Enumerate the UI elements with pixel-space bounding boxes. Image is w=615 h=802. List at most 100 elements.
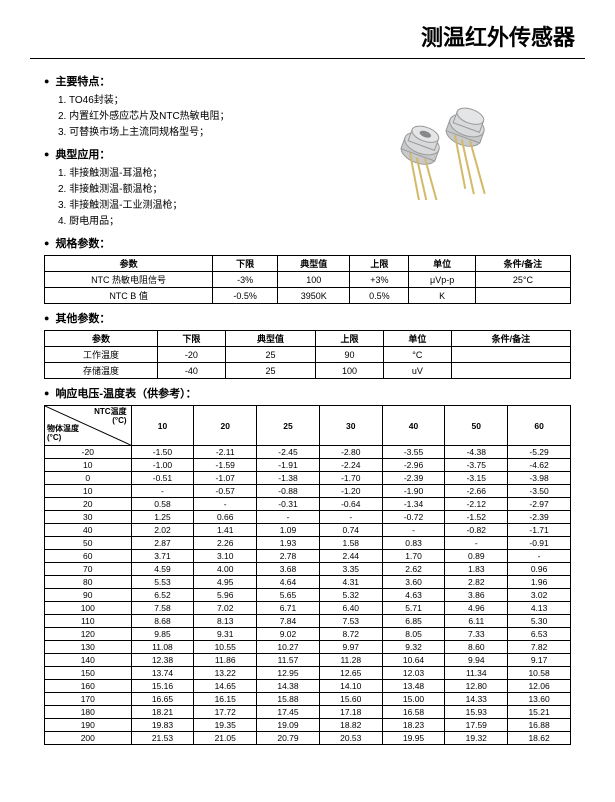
voltage-cell: 4.13	[508, 602, 571, 615]
voltage-cell: -	[319, 511, 382, 524]
ntc-temp-col: 50	[445, 406, 508, 446]
page: 测温红外传感器	[0, 0, 615, 771]
table-row: 402.021.411.090.74--0.82-1.71	[45, 524, 571, 537]
voltage-cell: 9.94	[445, 654, 508, 667]
voltage-cell: 2.87	[131, 537, 194, 550]
table-row: 19019.8319.3519.0918.8218.2317.5916.88	[45, 719, 571, 732]
table-row: 10--0.57-0.88-1.20-1.90-2.66-3.50	[45, 485, 571, 498]
voltage-cell: -0.57	[194, 485, 257, 498]
table-header: 单位	[383, 331, 451, 347]
table-cell: 100	[278, 272, 350, 288]
table-row: 906.525.965.655.324.633.863.02	[45, 589, 571, 602]
table-cell: 0.5%	[350, 288, 409, 304]
voltage-cell: -1.52	[445, 511, 508, 524]
voltage-cell: 4.64	[257, 576, 320, 589]
table-row: 20021.5321.0520.7920.5319.9519.3218.62	[45, 732, 571, 745]
voltage-cell: -2.12	[445, 498, 508, 511]
obj-temp-cell: 80	[45, 576, 132, 589]
voltage-cell: -1.50	[131, 446, 194, 459]
list-item: 3. 非接触测温-工业测温枪；	[58, 198, 585, 213]
obj-temp-cell: 40	[45, 524, 132, 537]
voltage-cell: -1.20	[319, 485, 382, 498]
table-cell: -3%	[213, 272, 278, 288]
voltage-cell: 15.16	[131, 680, 194, 693]
table-header: 下限	[157, 331, 225, 347]
voltage-cell: 0.58	[131, 498, 194, 511]
voltage-cell: 19.32	[445, 732, 508, 745]
voltage-cell: -2.39	[382, 472, 445, 485]
table-row: 1108.688.137.847.536.856.115.30	[45, 615, 571, 628]
voltage-cell: -1.91	[257, 459, 320, 472]
voltage-cell: 16.15	[194, 693, 257, 706]
voltage-cell: -1.70	[319, 472, 382, 485]
obj-temp-cell: 60	[45, 550, 132, 563]
voltage-cell: 1.41	[194, 524, 257, 537]
voltage-cell: 1.93	[257, 537, 320, 550]
voltage-cell: 15.88	[257, 693, 320, 706]
table-header: 典型值	[278, 256, 350, 272]
voltage-cell: 2.02	[131, 524, 194, 537]
voltage-cell: 11.57	[257, 654, 320, 667]
voltage-cell: -	[257, 511, 320, 524]
voltage-cell: 10.27	[257, 641, 320, 654]
obj-temp-cell: 150	[45, 667, 132, 680]
voltage-cell: -0.82	[445, 524, 508, 537]
table-row: 1007.587.026.716.405.714.964.13	[45, 602, 571, 615]
obj-temp-cell: 100	[45, 602, 132, 615]
obj-temp-cell: 200	[45, 732, 132, 745]
obj-temp-cell: 110	[45, 615, 132, 628]
table-row: NTC B 值-0.5%3950K0.5%K	[45, 288, 571, 304]
table-row: -20-1.50-2.11-2.45-2.80-3.55-4.38-5.29	[45, 446, 571, 459]
table-row: 工作温度-202590°C	[45, 347, 571, 363]
voltage-cell: 12.95	[257, 667, 320, 680]
voltage-cell: -3.75	[445, 459, 508, 472]
voltage-cell: 12.06	[508, 680, 571, 693]
table-row: 805.534.954.644.313.602.821.96	[45, 576, 571, 589]
voltage-cell: 2.44	[319, 550, 382, 563]
table-row: 16015.1614.6514.3814.1013.4812.8012.06	[45, 680, 571, 693]
table-row: 14012.3811.8611.5711.2810.649.949.17	[45, 654, 571, 667]
voltage-cell: 7.33	[445, 628, 508, 641]
list-item: 4. 厨电用品；	[58, 214, 585, 229]
table-header: 参数	[45, 331, 158, 347]
voltage-cell: 1.83	[445, 563, 508, 576]
voltage-cell: -	[194, 498, 257, 511]
obj-temp-cell: 10	[45, 459, 132, 472]
voltage-cell: -2.39	[508, 511, 571, 524]
voltage-heading: 响应电压-温度表（供参考）：	[44, 385, 585, 401]
ntc-temp-col: 30	[319, 406, 382, 446]
voltage-cell: -2.66	[445, 485, 508, 498]
voltage-diag-header: NTC温度(°C)物体温度(°C)	[45, 406, 132, 446]
voltage-cell: 9.17	[508, 654, 571, 667]
voltage-cell: 9.32	[382, 641, 445, 654]
table-cell: -0.5%	[213, 288, 278, 304]
table-header: 参数	[45, 256, 213, 272]
voltage-cell: 10.64	[382, 654, 445, 667]
voltage-cell: -4.62	[508, 459, 571, 472]
obj-temp-cell: 130	[45, 641, 132, 654]
voltage-cell: 8.05	[382, 628, 445, 641]
voltage-cell: 18.23	[382, 719, 445, 732]
voltage-cell: 4.63	[382, 589, 445, 602]
obj-temp-cell: 50	[45, 537, 132, 550]
voltage-cell: 0.83	[382, 537, 445, 550]
table-row: 301.250.66---0.72-1.52-2.39	[45, 511, 571, 524]
table-row: 704.594.003.683.352.621.830.96	[45, 563, 571, 576]
voltage-cell: 16.58	[382, 706, 445, 719]
voltage-cell: -0.64	[319, 498, 382, 511]
voltage-cell: 6.71	[257, 602, 320, 615]
voltage-cell: -	[382, 524, 445, 537]
obj-temp-cell: 180	[45, 706, 132, 719]
voltage-cell: -	[508, 550, 571, 563]
table-header: 条件/备注	[451, 331, 570, 347]
voltage-cell: 9.02	[257, 628, 320, 641]
obj-temp-cell: 160	[45, 680, 132, 693]
table-row: NTC 热敏电阻信号-3%100+3%μVp-p25°C	[45, 272, 571, 288]
table-cell: 100	[316, 363, 384, 379]
obj-temp-label: 物体温度(°C)	[47, 425, 79, 443]
voltage-cell: 5.32	[319, 589, 382, 602]
voltage-cell: 8.68	[131, 615, 194, 628]
voltage-cell: 7.84	[257, 615, 320, 628]
voltage-cell: 11.34	[445, 667, 508, 680]
voltage-cell: -2.97	[508, 498, 571, 511]
